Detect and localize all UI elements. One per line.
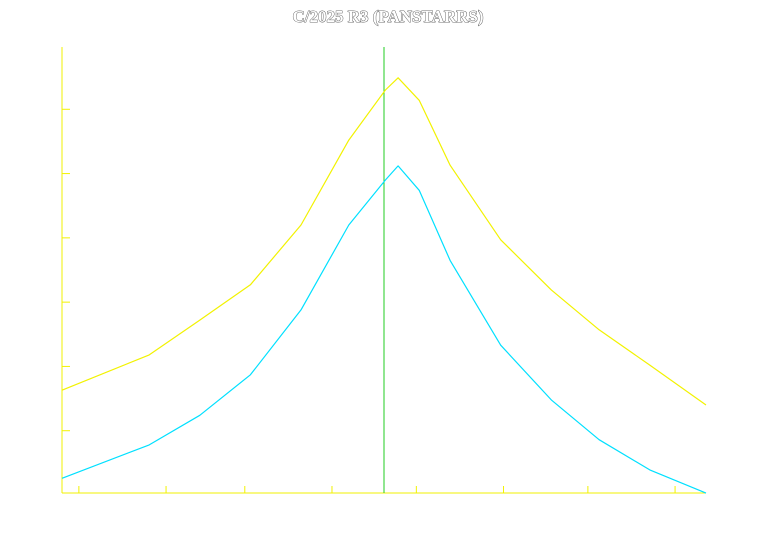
series-line — [61, 165, 707, 494]
chart-title: C/2025 R3 (PANSTARRS) — [292, 7, 483, 26]
series-line — [61, 77, 707, 406]
